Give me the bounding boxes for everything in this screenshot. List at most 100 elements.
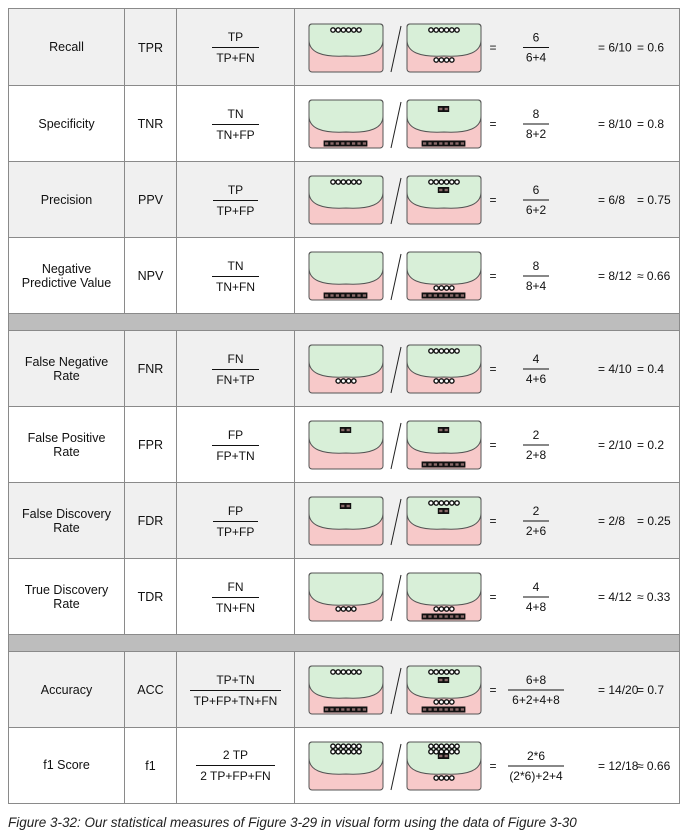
false-positive-marker-strip	[437, 752, 450, 759]
value-numerator: 6	[533, 31, 540, 45]
value-denominator: 6+2	[526, 203, 547, 217]
division-slash	[390, 743, 402, 790]
true-negative-marker	[433, 142, 437, 145]
denominator-predicted-positive-region	[406, 420, 482, 454]
true-negative-marker	[439, 463, 443, 466]
visual-fraction-diagram: = 4 4+6 = 4/10 = 0.4	[308, 344, 664, 394]
fraction-denominator: FP+TN	[216, 448, 255, 463]
measure-formula: TP+TN TP+FP+TN+FN	[177, 652, 295, 728]
formula-fraction: TP TP+FP	[212, 183, 259, 218]
false-positive-marker	[444, 107, 448, 111]
false-negative-marker	[340, 606, 347, 612]
true-negative-marker	[362, 294, 366, 297]
numerator-panel-border	[308, 496, 384, 546]
numerator-predicted-positive-region	[308, 99, 384, 133]
measure-name: Accuracy	[9, 652, 125, 728]
formula-fraction: FN TN+FN	[212, 580, 259, 615]
false-negative-marker	[345, 378, 352, 384]
numerator-panel-border	[308, 665, 384, 715]
true-positive-marker	[454, 669, 460, 675]
ratio-value: = 2/8	[598, 514, 625, 528]
true-negative-marker	[444, 708, 448, 711]
numerator-panel-border	[308, 23, 384, 73]
false-negative-marker	[438, 57, 445, 63]
ratio-value: = 14/20	[598, 683, 639, 697]
true-negative-marker	[439, 142, 443, 145]
true-positive-marker	[345, 179, 352, 185]
false-positive-marker	[439, 509, 443, 513]
measure-row: Specificity TNR TN TN+FP = 8 8+2 = 8/10 = 0.…	[8, 85, 680, 162]
true-negative-marker	[460, 708, 464, 711]
fraction-numerator: TN	[227, 258, 244, 273]
true-positive-marker	[345, 669, 352, 675]
true-positive-marker	[454, 742, 460, 749]
result-value: ≈ 0.66	[637, 759, 671, 773]
result-value: ≈ 0.66	[637, 269, 671, 283]
numerator-panel-border	[308, 251, 384, 301]
fraction-bar	[212, 123, 259, 125]
true-negative-marker	[450, 294, 454, 297]
result-value: = 0.2	[637, 438, 664, 452]
measure-name: False Discovery Rate	[9, 483, 125, 559]
result-value: = 0.75	[637, 193, 671, 207]
false-negative-marker	[345, 606, 352, 612]
false-positive-marker-strip	[437, 427, 450, 433]
false-negative-marker	[433, 606, 440, 612]
measure-name: f1 Score	[9, 728, 125, 803]
value-denominator: 6+4	[526, 51, 547, 65]
equals-sign: =	[489, 117, 496, 131]
true-negative-marker	[460, 294, 464, 297]
measure-name: False Negative Rate	[9, 331, 125, 407]
measure-abbreviation: FPR	[125, 407, 177, 483]
value-numerator: 6	[533, 183, 540, 197]
equals-sign: =	[489, 514, 496, 528]
true-negative-marker	[450, 615, 454, 618]
true-positive-marker	[454, 748, 460, 755]
denominator-panel-border	[406, 665, 482, 715]
true-negative-marker	[357, 294, 361, 297]
numerator-panel-border	[308, 741, 384, 790]
measure-row: f1 Score f1 2 TP 2 TP+FP+FN = 2*6 (2*6)+2+…	[8, 727, 680, 804]
true-negative-marker	[330, 708, 334, 711]
measure-visual: = 2 2+8 = 2/10 = 0.2	[295, 407, 681, 483]
numerator-predicted-positive-region	[308, 572, 384, 606]
ratio-value: = 6/8	[598, 193, 625, 207]
fraction-numerator: FP	[227, 427, 244, 442]
true-positive-marker	[330, 748, 336, 755]
true-negative-marker	[433, 708, 437, 711]
fraction-bar	[212, 368, 259, 370]
true-negative-marker	[423, 708, 427, 711]
false-positive-marker-strip	[437, 106, 450, 112]
false-negative-marker	[443, 285, 450, 291]
true-positive-marker	[428, 748, 434, 755]
true-negative-marker	[335, 708, 339, 711]
equals-sign: =	[489, 590, 496, 604]
true-negative-marker	[439, 708, 443, 711]
true-negative-marker	[450, 142, 454, 145]
formula-fraction: FP TP+FP	[212, 504, 259, 539]
true-negative-marker-strip	[421, 292, 466, 299]
true-negative-marker	[433, 463, 437, 466]
true-positive-marker	[330, 742, 336, 749]
true-positive-marker	[350, 669, 357, 675]
true-negative-marker	[335, 142, 339, 145]
true-positive-marker	[340, 742, 347, 749]
measure-name: False Positive Rate	[9, 407, 125, 483]
value-denominator: 4+8	[526, 600, 547, 614]
fraction-denominator: TN+FN	[216, 279, 255, 294]
true-positive-marker	[335, 27, 342, 33]
false-negative-marker	[448, 57, 455, 63]
fraction-denominator: TP+FN	[216, 51, 255, 65]
true-positive-marker	[340, 748, 347, 755]
result-value: = 0.6	[637, 41, 664, 55]
false-negative-marker	[335, 606, 342, 612]
true-negative-marker	[450, 708, 454, 711]
result-value: = 0.4	[637, 362, 664, 376]
denominator-predicted-positive-region	[406, 572, 482, 606]
division-slash	[390, 101, 402, 149]
true-positive-marker	[443, 27, 450, 33]
true-negative-marker	[444, 615, 448, 618]
fraction-numerator: TP+TN	[216, 672, 255, 687]
measure-row: True Discovery Rate TDR FN TN+FN = 4 4+8 = …	[8, 558, 680, 635]
value-numerator: 4	[533, 580, 540, 594]
